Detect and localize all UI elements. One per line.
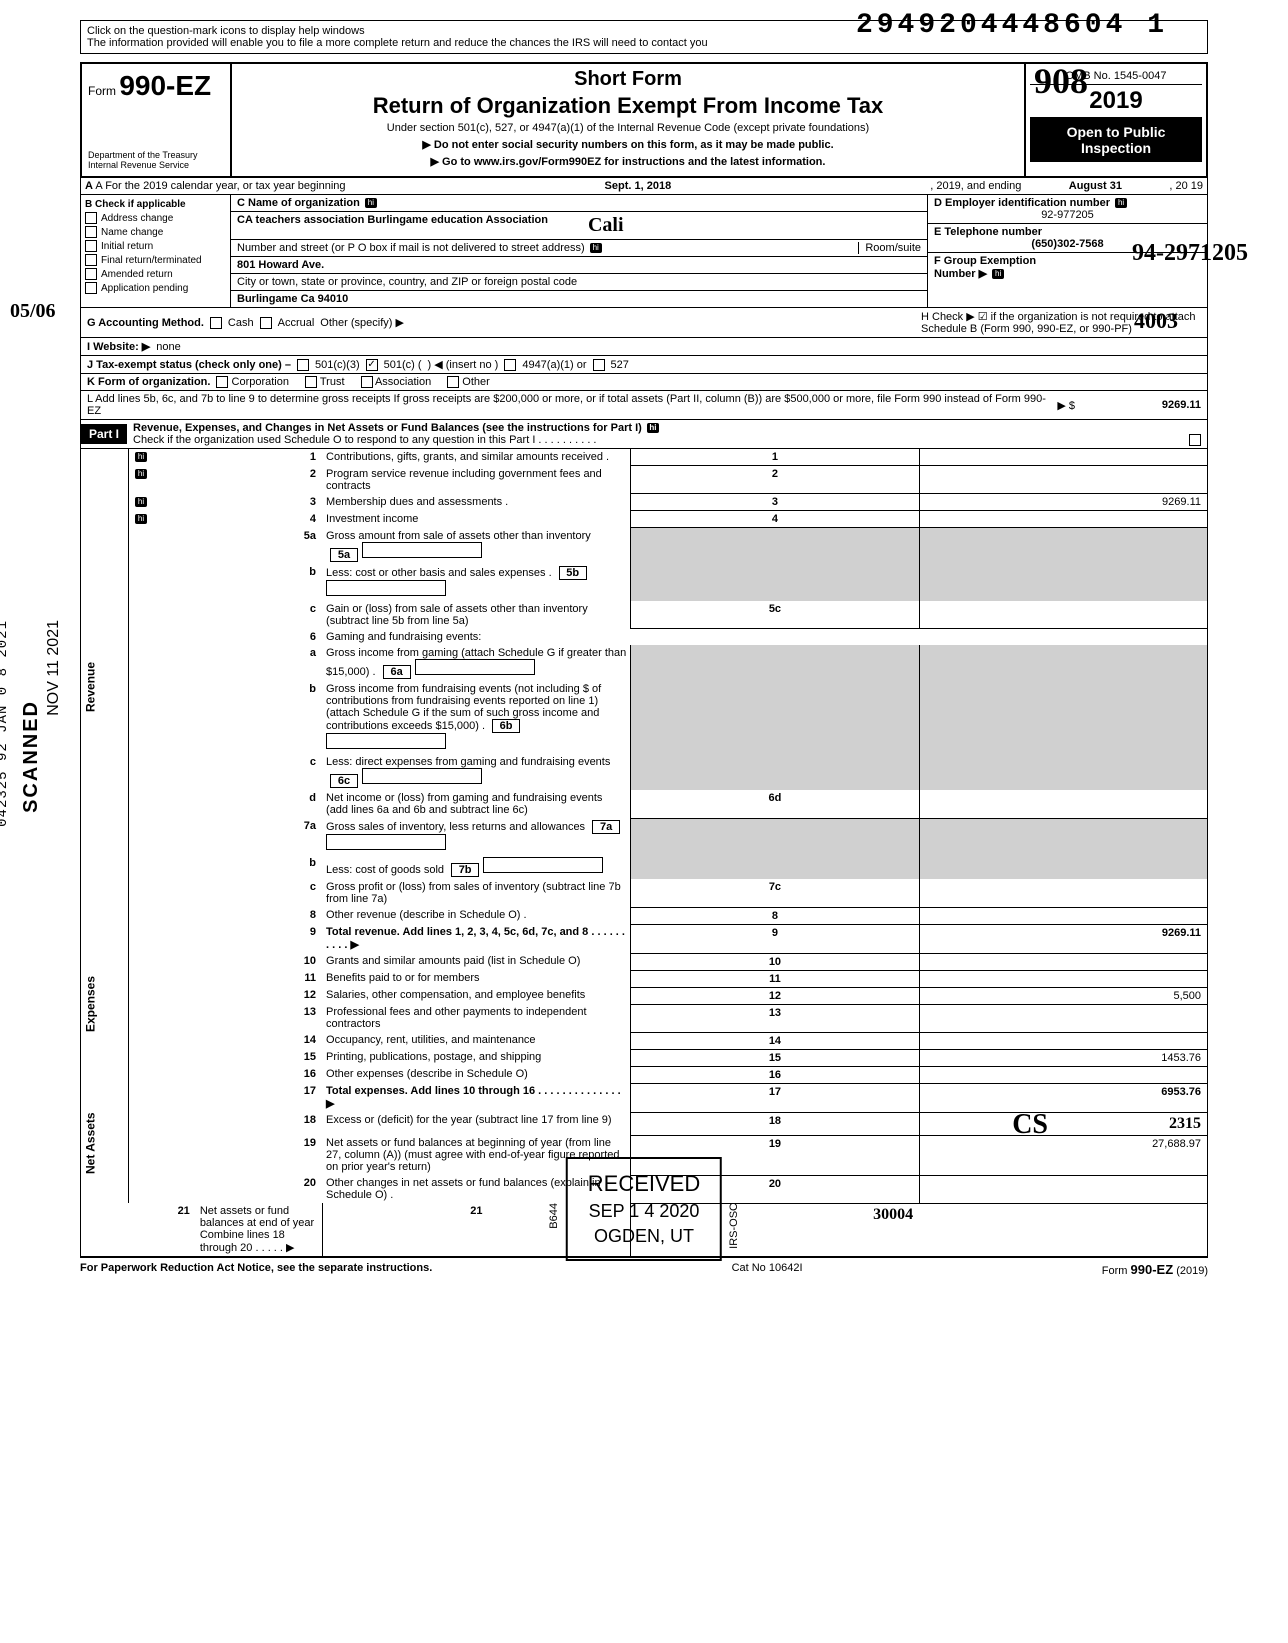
line-i: I Website: ▶ none	[80, 338, 1208, 356]
help-icon[interactable]	[135, 469, 147, 479]
received-stamp: B644 IRS-OSC RECEIVED SEP 1 4 2020 OGDEN…	[566, 1157, 722, 1261]
margin-scanned: SCANNED	[20, 700, 43, 813]
line-j: J Tax-exempt status (check only one) – 5…	[80, 356, 1208, 374]
margin-code: 042325 92 JAN 0 8 2021	[0, 620, 11, 827]
line-k: K Form of organization. Corporation Trus…	[80, 374, 1208, 391]
handwritten-bottom: CS	[1012, 1109, 1048, 1141]
header-grid: B Check if applicable Address changeName…	[80, 195, 1208, 308]
help-icon[interactable]	[135, 497, 147, 507]
checkbox-initial-return[interactable]: Initial return	[85, 240, 226, 252]
handwritten-top: 908	[1034, 60, 1088, 102]
help-icon[interactable]	[135, 514, 147, 524]
handwritten-margin: 05/06	[10, 300, 56, 323]
line-a: A A For the 2019 calendar year, or tax y…	[80, 178, 1208, 195]
help-icon[interactable]	[590, 243, 602, 253]
checkbox-application-pending[interactable]: Application pending	[85, 282, 226, 294]
line-l: L Add lines 5b, 6c, and 7b to line 9 to …	[80, 391, 1208, 420]
help-icon[interactable]	[647, 423, 659, 433]
help-icon[interactable]	[1115, 198, 1127, 208]
handwritten-ein: 94-2971205	[1132, 240, 1248, 267]
help-icon[interactable]	[992, 269, 1004, 279]
handwritten-group: 4003	[1134, 308, 1178, 334]
help-icon[interactable]	[365, 198, 377, 208]
checkbox-final-return-terminated[interactable]: Final return/terminated	[85, 254, 226, 266]
margin-date-stamp: NOV 11 2021	[45, 620, 63, 716]
checkbox-name-change[interactable]: Name change	[85, 226, 226, 238]
part-1-header: Part I Revenue, Expenses, and Changes in…	[80, 420, 1208, 449]
checkbox-amended-return[interactable]: Amended return	[85, 268, 226, 280]
dln-number: 2949204448604 1	[856, 10, 1168, 41]
line-g-h: G Accounting Method. Cash Accrual Other …	[80, 308, 1208, 338]
help-icon[interactable]	[135, 452, 147, 462]
checkbox-address-change[interactable]: Address change	[85, 212, 226, 224]
